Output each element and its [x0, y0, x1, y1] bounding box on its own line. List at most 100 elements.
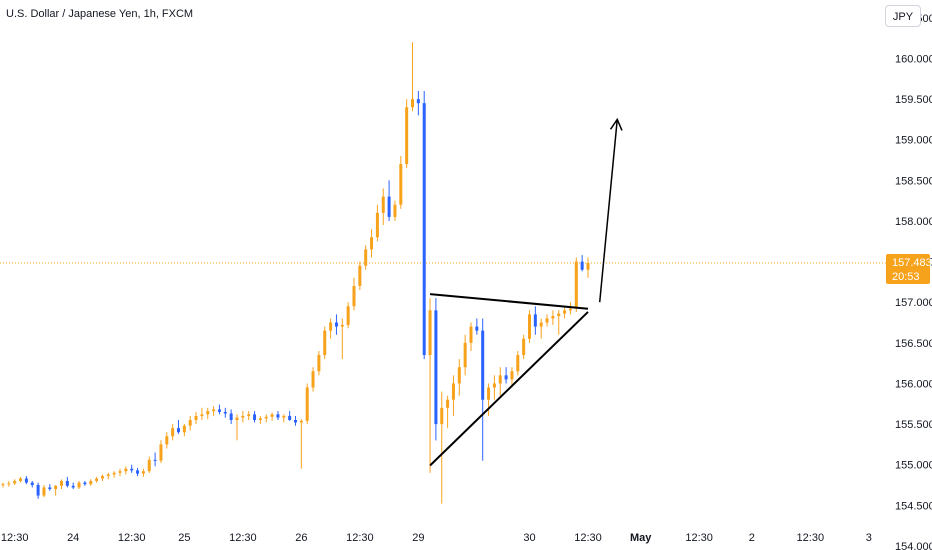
candle-body — [153, 459, 157, 461]
candle-body — [282, 415, 286, 418]
candle-body — [188, 420, 192, 426]
candle-body — [30, 482, 34, 486]
candle-body — [95, 478, 99, 481]
candle-body — [36, 485, 40, 496]
candle-body — [136, 470, 140, 474]
candle-body — [393, 204, 397, 217]
candle-body — [364, 249, 368, 266]
time-tick-label: 12:30 — [685, 532, 713, 544]
symbol-title: U.S. Dollar / Japanese Yen, 1h, FXCM — [6, 8, 194, 20]
candle-body — [54, 485, 58, 490]
candle-body — [112, 472, 116, 475]
candle-body — [563, 310, 567, 314]
candle-body — [200, 414, 204, 416]
candle-body — [7, 483, 11, 485]
time-axis[interactable]: 12:30 24 12:30 25 12:30 26 12:30 29 30 12:30 May 12… — [1, 532, 872, 544]
candle-body — [106, 474, 110, 477]
candle-body — [294, 420, 297, 423]
price-tick-label: 155.500 — [895, 419, 932, 431]
candlestick-series — [1, 42, 590, 504]
time-tick-label: May — [630, 532, 652, 544]
candle-body — [288, 415, 292, 421]
candle-body — [1, 484, 5, 486]
candle-body — [510, 371, 514, 380]
candle-body — [212, 409, 216, 412]
candle-body — [387, 196, 391, 217]
candle-body — [206, 411, 210, 415]
candle-body — [264, 416, 268, 419]
upper-trendline[interactable] — [429, 293, 589, 310]
candle-body — [77, 482, 81, 488]
candle-body — [124, 468, 128, 472]
price-tick-label: 154.000 — [895, 541, 932, 550]
currency-button[interactable]: JPY — [885, 5, 921, 27]
time-tick-label: 3 — [866, 532, 872, 544]
candle-body — [276, 414, 280, 418]
arrow-head[interactable] — [609, 117, 623, 131]
chart-drawings — [429, 117, 623, 467]
arrow-shaft[interactable] — [598, 119, 618, 303]
candle-body — [340, 324, 344, 327]
candle-body — [346, 306, 350, 325]
candle-body — [89, 480, 93, 485]
candle-body — [551, 316, 555, 319]
candle-body — [223, 411, 227, 414]
candle-body — [498, 375, 502, 384]
time-tick-label: 29 — [412, 532, 424, 544]
price-tick-label: 159.500 — [895, 94, 932, 106]
time-tick-label: 25 — [178, 532, 190, 544]
candle-body — [416, 99, 420, 104]
price-tick-label: 154.500 — [895, 500, 932, 512]
candle-body — [311, 371, 315, 388]
price-tick-label: 159.000 — [895, 135, 932, 147]
candle-body — [159, 444, 163, 461]
candle-body — [516, 355, 520, 372]
candle-body — [118, 471, 122, 473]
candle-body — [539, 322, 543, 327]
candle-body — [411, 99, 414, 108]
candle-body — [405, 107, 409, 165]
time-tick-label: 24 — [67, 532, 79, 544]
time-tick-label: 12:30 — [346, 532, 374, 544]
time-tick-label: 26 — [295, 532, 307, 544]
time-tick-label: 12:30 — [1, 532, 29, 544]
candle-body — [141, 471, 145, 474]
price-tick-label: 156.500 — [895, 338, 932, 350]
candle-body — [492, 383, 496, 388]
candle-body — [463, 342, 467, 368]
bar-countdown: 20:53 — [892, 271, 920, 283]
price-tick-label: 158.500 — [895, 175, 932, 187]
candle-body — [147, 459, 151, 472]
last-price-tag: 157.483 20:53 — [886, 253, 932, 284]
candle-body — [19, 478, 23, 481]
candle-body — [130, 468, 134, 471]
candle-body — [358, 265, 362, 286]
candle-body — [235, 417, 239, 421]
candle-body — [217, 409, 221, 412]
candle-body — [440, 407, 444, 425]
price-tick-label: 155.000 — [895, 460, 932, 472]
candle-body — [334, 322, 338, 327]
candle-body — [504, 375, 508, 380]
last-price-tag-bg — [886, 253, 930, 284]
candle-body — [171, 428, 175, 437]
candle-body — [370, 237, 374, 250]
candle-body — [451, 383, 455, 400]
candle-body — [42, 487, 46, 496]
price-tick-label: 160.000 — [895, 53, 932, 65]
candle-body — [586, 262, 590, 270]
candle-body — [475, 326, 479, 331]
candle-body — [60, 480, 63, 486]
candle-body — [428, 310, 432, 356]
candle-body — [229, 413, 233, 421]
last-price-value: 157.483 — [892, 257, 932, 269]
candle-body — [528, 314, 531, 339]
candle-body — [13, 480, 17, 484]
lower-trendline[interactable] — [429, 311, 589, 467]
candle-body — [305, 387, 309, 421]
time-tick-label: 12:30 — [797, 532, 825, 544]
candle-body — [352, 285, 356, 307]
time-tick-label: 12:30 — [229, 532, 257, 544]
candle-body — [24, 478, 28, 483]
